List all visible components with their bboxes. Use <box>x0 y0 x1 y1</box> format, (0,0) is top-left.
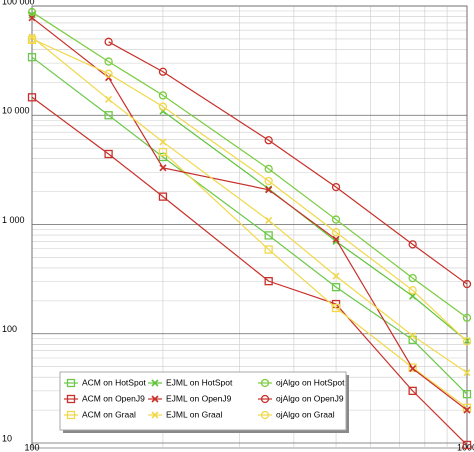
legend-label: ACM on Graal <box>82 409 136 419</box>
legend-label: EJML on HotSpot <box>166 377 233 387</box>
legend-marker <box>151 411 159 419</box>
marker <box>331 215 341 224</box>
series-line <box>31 56 468 395</box>
marker <box>408 273 417 283</box>
marker <box>158 91 168 100</box>
marker <box>158 147 168 157</box>
legend-marker <box>151 395 159 403</box>
marker <box>264 277 273 286</box>
y-tick-label: 10 <box>2 433 12 443</box>
marker <box>462 279 472 289</box>
legend-box <box>59 371 347 431</box>
marker <box>158 192 168 201</box>
y-tick-label: 1 000 <box>2 215 25 225</box>
marker <box>28 14 36 22</box>
marker <box>159 164 167 172</box>
marker <box>332 235 340 243</box>
marker <box>264 136 273 145</box>
legend-marker <box>66 394 76 404</box>
marker <box>331 182 341 192</box>
marker <box>27 7 37 17</box>
series-line <box>108 41 468 285</box>
marker <box>28 33 36 41</box>
legend-marker <box>66 410 76 420</box>
marker <box>408 286 417 295</box>
series-line <box>31 96 468 446</box>
marker <box>463 406 471 414</box>
legend-marker <box>151 379 159 387</box>
series-line <box>31 11 468 319</box>
marker <box>158 152 168 162</box>
marker <box>462 337 472 346</box>
marker <box>462 313 472 322</box>
legend-label: ojAlgo on OpenJ9 <box>276 393 344 403</box>
marker <box>408 386 417 396</box>
legend-marker <box>260 394 270 404</box>
marker <box>408 363 417 372</box>
legend-marker <box>260 378 270 388</box>
marker <box>462 440 472 450</box>
legend-label: ACM on OpenJ9 <box>82 393 145 403</box>
legend-label: ACM on HotSpot <box>82 377 146 387</box>
y-tick-label: 100 <box>2 324 17 334</box>
marker <box>409 365 417 373</box>
series-line <box>31 38 468 342</box>
marker <box>104 111 113 120</box>
legend-label: ojAlgo on Graal <box>276 409 335 419</box>
marker <box>159 138 167 146</box>
legend-marker <box>260 410 270 420</box>
marker <box>409 292 417 300</box>
marker <box>331 303 341 313</box>
legend-label: ojAlgo on HotSpot <box>276 377 345 387</box>
marker <box>27 53 37 62</box>
marker <box>264 245 273 254</box>
marker <box>265 186 273 194</box>
marker <box>158 67 168 76</box>
legend-label: EJML on Graal <box>166 409 222 419</box>
marker <box>104 149 113 159</box>
legend: ACM on HotSpot ACM on OpenJ9 ACM on Graal E… <box>59 371 349 433</box>
marker <box>331 228 341 237</box>
marker <box>104 69 113 78</box>
legend-label: EJML on OpenJ9 <box>166 393 232 403</box>
marker <box>331 283 341 292</box>
marker <box>264 164 273 174</box>
legend-marker <box>66 378 76 388</box>
marker <box>409 332 417 340</box>
marker <box>463 369 471 377</box>
marker <box>265 216 273 224</box>
x-tick-label: 100 <box>24 442 39 452</box>
series-line <box>162 151 468 409</box>
marker <box>264 176 273 186</box>
marker <box>27 34 37 44</box>
marker <box>104 57 113 66</box>
marker <box>462 389 472 399</box>
marker <box>408 240 417 249</box>
marker <box>27 93 37 102</box>
marker <box>264 231 273 240</box>
marker <box>105 95 113 103</box>
marker <box>104 37 113 46</box>
marker <box>158 102 168 111</box>
y-tick-label: 100 000 <box>2 0 35 6</box>
marker <box>332 272 340 280</box>
y-tick-label: 10 000 <box>2 106 30 116</box>
